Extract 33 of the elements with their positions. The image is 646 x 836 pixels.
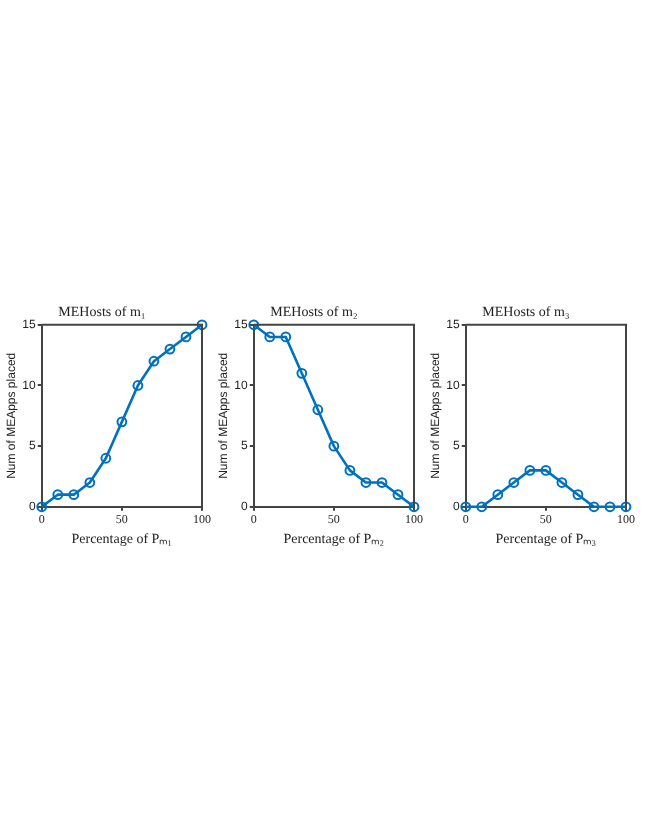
point	[492, 489, 504, 501]
point	[132, 380, 144, 391]
point	[312, 404, 324, 416]
point	[572, 489, 584, 501]
point	[604, 501, 616, 513]
point	[164, 343, 176, 355]
point	[556, 477, 568, 488]
point	[408, 501, 420, 513]
point	[524, 465, 536, 476]
point	[248, 319, 260, 331]
point	[460, 501, 472, 513]
point	[476, 501, 488, 513]
point	[392, 489, 404, 501]
point	[620, 501, 632, 513]
point	[508, 477, 520, 488]
point	[68, 489, 80, 501]
point	[344, 465, 356, 476]
point	[540, 465, 552, 476]
point	[264, 331, 276, 343]
point	[148, 355, 160, 367]
point	[116, 416, 128, 428]
point	[84, 477, 96, 488]
point	[52, 489, 64, 501]
point	[196, 319, 208, 331]
point	[376, 477, 388, 488]
point	[36, 501, 48, 513]
point	[296, 367, 308, 379]
point	[100, 452, 112, 464]
point	[180, 331, 192, 343]
point	[360, 477, 372, 488]
point	[280, 331, 292, 343]
point	[588, 501, 600, 513]
point	[328, 440, 340, 452]
